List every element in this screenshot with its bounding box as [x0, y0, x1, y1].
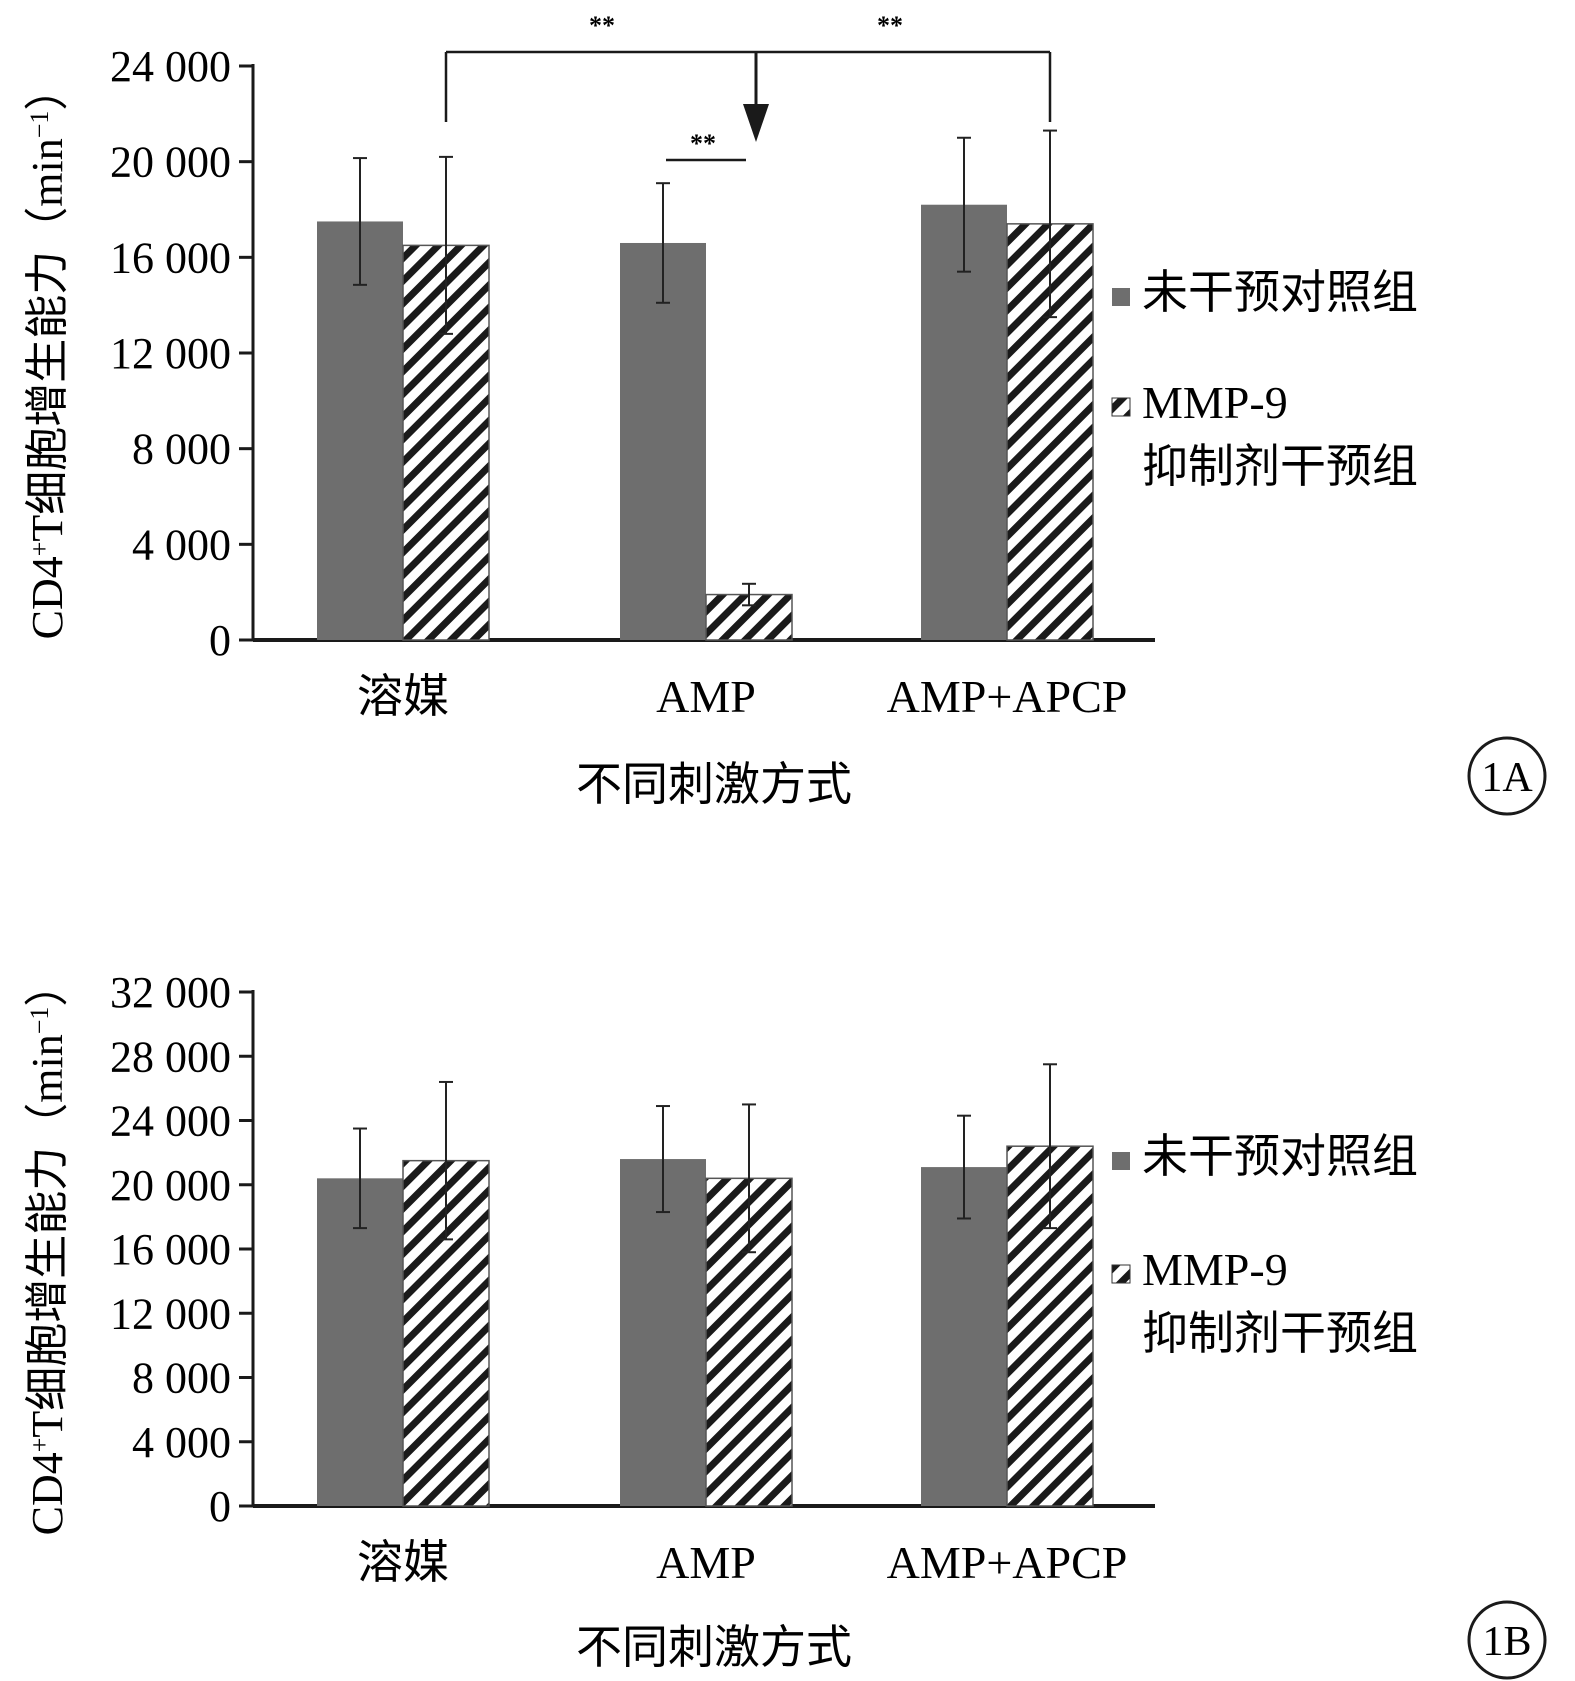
y-axis-title-superscript: +	[25, 542, 54, 557]
legend-label-control: 未干预对照组	[1142, 1131, 1418, 1182]
y-tick-label: 4 000	[132, 520, 231, 569]
bar-control	[620, 242, 706, 640]
bar-control	[620, 1159, 706, 1506]
panel-label-circle	[1467, 1600, 1547, 1680]
y-axis-title: CD4+T细胞增生能力（min−1）	[23, 67, 72, 640]
y-tick-label: 8 000	[132, 425, 231, 474]
category-label: 溶媒	[357, 671, 449, 722]
y-tick-label: 16 000	[110, 1225, 231, 1274]
y-axis-title-part: （min	[23, 1034, 72, 1146]
legend-swatch-mmp9-inhibitor	[1111, 397, 1131, 417]
y-axis-title-superscript: +	[25, 1438, 54, 1453]
significance-stars: **	[690, 129, 716, 158]
y-tick-label: 20 000	[110, 138, 231, 187]
y-axis-title-superscript: −1	[25, 1007, 54, 1035]
bar-control	[317, 221, 403, 641]
significance-stars: **	[589, 11, 615, 40]
x-axis-title: 不同刺激方式	[576, 1622, 852, 1673]
panel-label-circle	[1467, 736, 1547, 816]
y-tick-label: 24 000	[110, 1097, 231, 1146]
legend-label-mmp9-inhibitor: MMP-9	[1142, 377, 1288, 428]
y-tick-label: 8 000	[132, 1354, 231, 1403]
y-tick-label: 16 000	[110, 233, 231, 282]
y-tick-label: 28 000	[110, 1032, 231, 1081]
legend-swatch-control	[1112, 1152, 1130, 1170]
y-tick-label: 0	[209, 1482, 231, 1531]
y-tick-label: 20 000	[110, 1161, 231, 1210]
y-axis-title-part: ）	[23, 67, 72, 111]
legend-swatch-mmp9-inhibitor	[1111, 1264, 1131, 1284]
y-tick-label: 12 000	[110, 1289, 231, 1338]
category-label: 溶媒	[357, 1537, 449, 1588]
y-tick-label: 32 000	[110, 968, 231, 1017]
y-axis-title-part: ）	[23, 963, 72, 1007]
y-tick-label: 24 000	[110, 42, 231, 91]
panel-label: 1B	[1482, 1619, 1531, 1665]
chart-panel-1B: 0 4 000 8 000 12 000 16 000 20 000 24 000 28 00…	[23, 963, 1547, 1680]
category-label: AMP	[656, 671, 756, 722]
legend-label-mmp9-inhibitor-line2: 抑制剂干预组	[1142, 1308, 1418, 1359]
y-axis-title-part: CD4	[23, 556, 72, 639]
significance-stars: **	[877, 11, 903, 40]
y-tick-label: 4 000	[132, 1418, 231, 1467]
legend-label-control: 未干预对照组	[1142, 267, 1418, 318]
chart-panel-1A: 0 4 000 8 000 12 000 16 000 20 000 24 000 溶媒 AMP…	[23, 11, 1547, 816]
legend-swatch-control	[1112, 288, 1130, 306]
y-axis-title-part: T细胞增生能力	[23, 251, 72, 542]
bar-control	[921, 204, 1007, 640]
category-label: AMP+APCP	[887, 671, 1128, 722]
x-axis-title: 不同刺激方式	[576, 759, 852, 810]
panel-label: 1A	[1481, 755, 1533, 801]
y-axis-title: CD4+T细胞增生能力（min−1）	[23, 963, 72, 1536]
legend-label-mmp9-inhibitor: MMP-9	[1142, 1244, 1288, 1295]
y-axis-title-part: CD4	[23, 1452, 72, 1535]
y-tick-label: 12 000	[110, 329, 231, 378]
bar-control	[921, 1167, 1007, 1506]
y-tick-label: 0	[209, 616, 231, 665]
category-label: AMP+APCP	[887, 1537, 1128, 1588]
legend-label-mmp9-inhibitor-line2: 抑制剂干预组	[1142, 441, 1418, 492]
y-axis-title-part: （min	[23, 138, 72, 250]
y-axis-title-part: T细胞增生能力	[23, 1147, 72, 1438]
significance-arrow-head	[743, 104, 769, 142]
category-label: AMP	[656, 1537, 756, 1588]
y-axis-title-superscript: −1	[25, 111, 54, 139]
bar-control	[317, 1178, 403, 1506]
